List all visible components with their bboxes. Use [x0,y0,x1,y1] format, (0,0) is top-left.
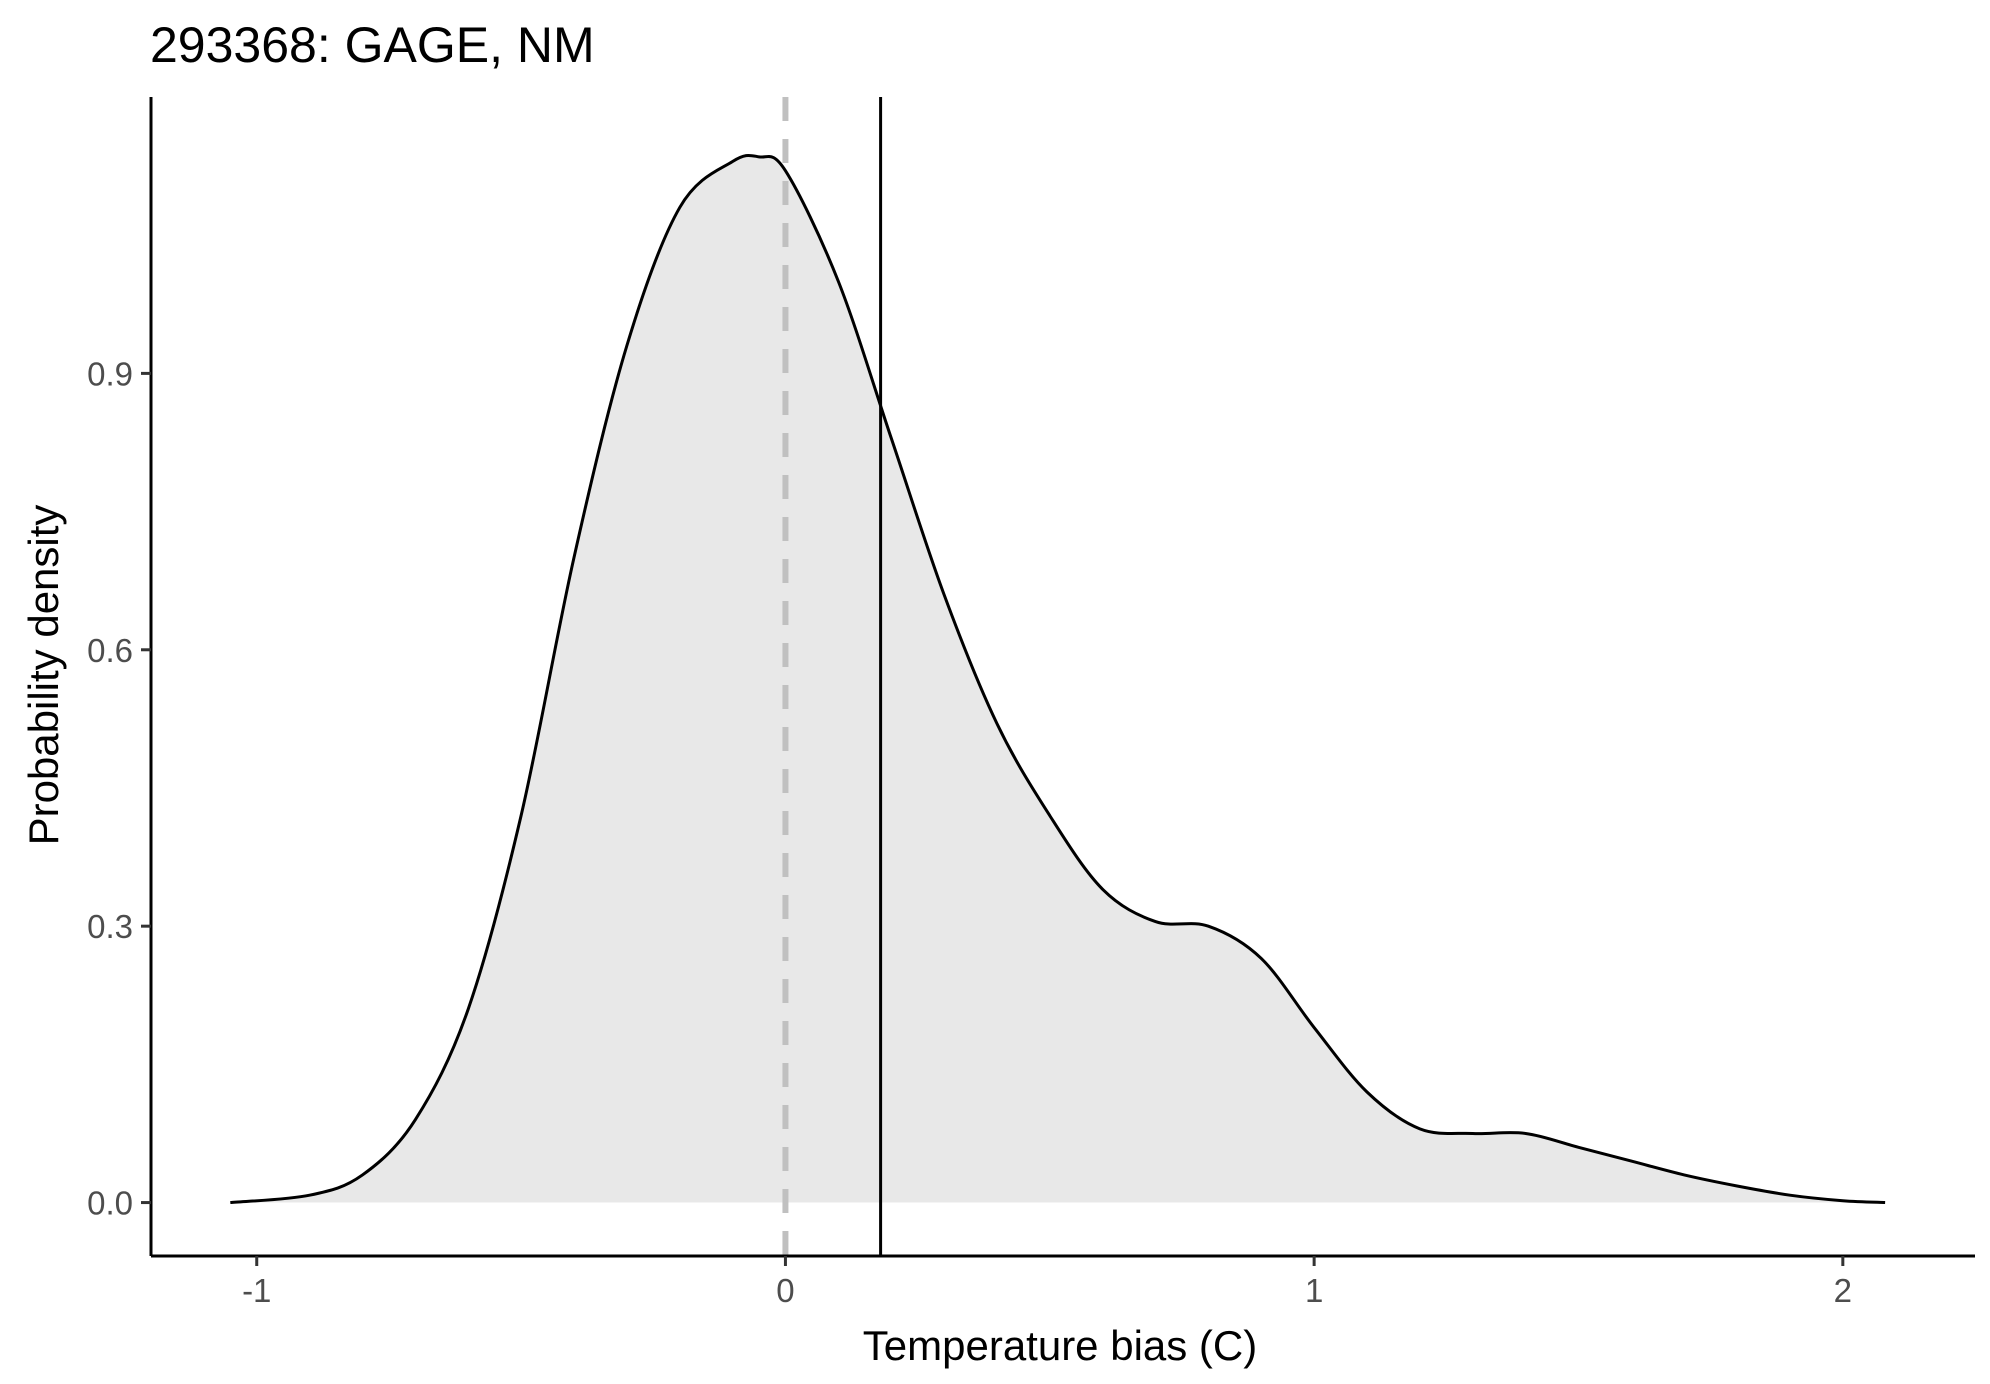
plot-area [230,97,1886,1256]
x-tick-label: -1 [242,1272,271,1309]
y-tick-label: 0.0 [87,1185,133,1222]
y-tick-label: 0.3 [87,908,133,945]
chart-title: 293368: GAGE, NM [150,17,595,73]
x-tick-label: 2 [1834,1272,1852,1309]
x-tick-label: 1 [1305,1272,1323,1309]
density-area [230,155,1886,1203]
y-tick-label: 0.6 [87,632,133,669]
x-tick-label: 0 [776,1272,794,1309]
density-curve [230,153,1886,1205]
x-axis-title: Temperature bias (C) [863,1322,1257,1369]
axes: -1 0 1 2 0.0 0.3 0.6 0.9 [87,97,1975,1309]
y-axis-title: Probability density [20,505,67,846]
y-tick-label: 0.9 [87,355,133,392]
